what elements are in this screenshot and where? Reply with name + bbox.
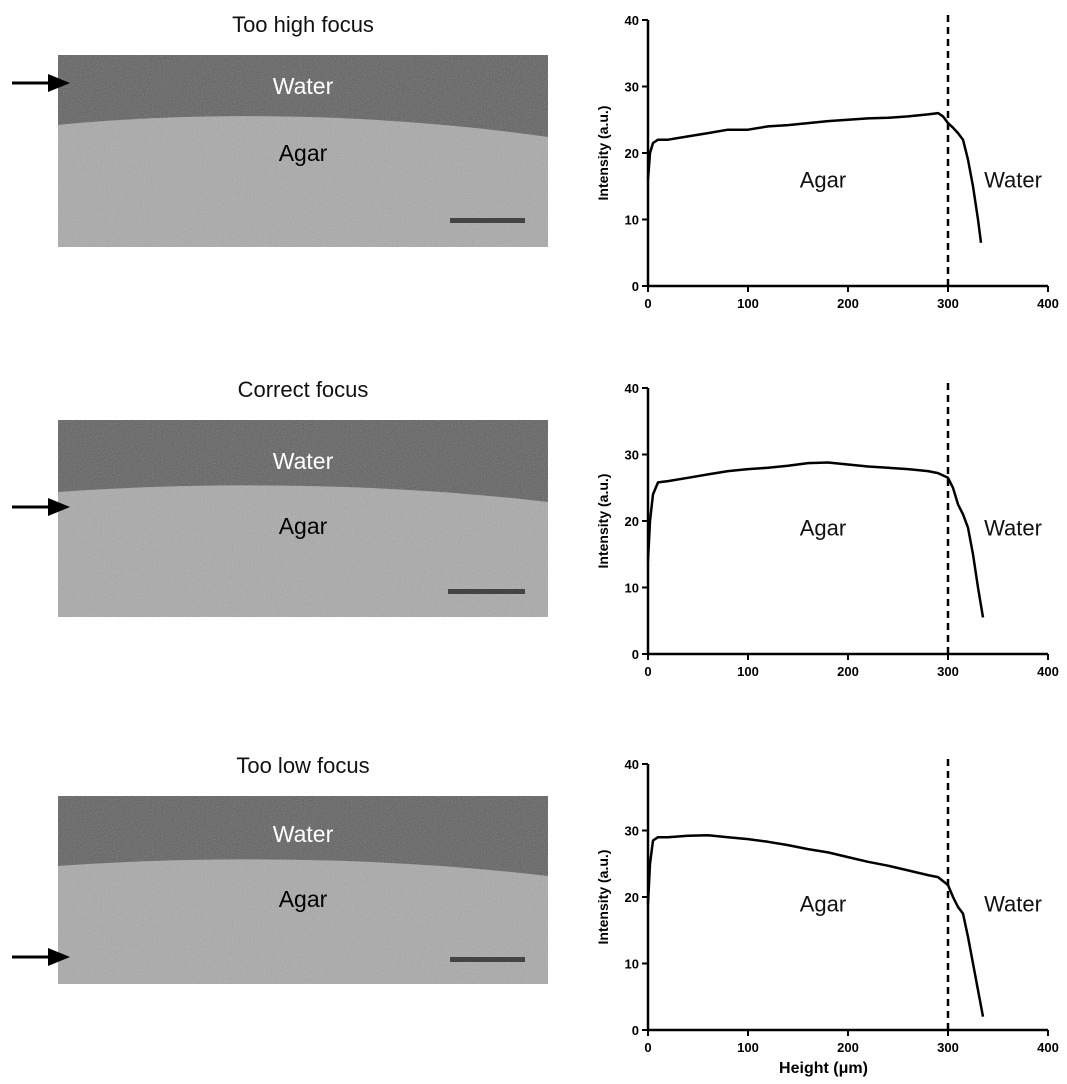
scale-bar xyxy=(450,218,525,223)
y-tick-label: 20 xyxy=(625,514,639,529)
x-tick-label: 300 xyxy=(937,664,959,679)
y-tick-label: 30 xyxy=(625,80,639,95)
y-tick-label: 40 xyxy=(625,13,639,28)
agar-label: Agar xyxy=(278,140,328,166)
x-tick-label: 400 xyxy=(1037,296,1059,311)
y-axis-title: Intensity (a.u.) xyxy=(595,474,611,569)
micrograph-image xyxy=(58,796,548,984)
y-tick-label: 20 xyxy=(625,890,639,905)
intensity-line xyxy=(646,833,985,1017)
y-tick-label: 10 xyxy=(625,957,639,972)
x-tick-label: 100 xyxy=(737,664,759,679)
micrograph-image xyxy=(58,55,548,247)
x-tick-label: 200 xyxy=(837,664,859,679)
x-tick-label: 0 xyxy=(644,664,651,679)
region-annotation: Agar xyxy=(800,892,846,917)
y-tick-label: 0 xyxy=(632,1023,639,1038)
panel-title: Too high focus xyxy=(232,12,374,37)
x-tick-label: 300 xyxy=(937,296,959,311)
panel-title: Correct focus xyxy=(237,377,369,402)
panel-title: Too low focus xyxy=(236,753,370,778)
y-tick-label: 30 xyxy=(625,448,639,463)
x-tick-label: 200 xyxy=(837,296,859,311)
y-tick-label: 10 xyxy=(625,581,639,596)
arrow-icon xyxy=(12,498,70,516)
region-annotation: Agar xyxy=(800,516,846,541)
x-tick-label: 400 xyxy=(1037,664,1059,679)
micrograph-image xyxy=(58,420,548,617)
y-tick-label: 40 xyxy=(625,381,639,396)
region-annotation: Agar xyxy=(800,168,846,193)
region-annotation: Water xyxy=(984,168,1042,193)
y-tick-label: 20 xyxy=(625,146,639,161)
y-tick-label: 10 xyxy=(625,213,639,228)
scale-bar xyxy=(450,957,525,962)
micrograph: Water Agar xyxy=(58,55,548,247)
x-tick-label: 400 xyxy=(1037,1040,1059,1055)
water-label: Water xyxy=(272,821,334,847)
water-label: Water xyxy=(272,448,334,474)
y-tick-label: 0 xyxy=(632,279,639,294)
micrograph: Water Agar xyxy=(58,796,548,984)
intensity-line xyxy=(646,111,983,243)
micrograph: Water Agar xyxy=(58,420,548,617)
row-correct-focus: Correct focus Water Agar 0 10 20 30 40 0 100 20… xyxy=(12,377,1059,679)
row-too-high-focus: Too high focus Water Agar 0 10 20 30 40 0 100 2… xyxy=(0,0,1067,360)
y-tick-label: 40 xyxy=(625,757,639,772)
scale-bar xyxy=(448,589,525,594)
y-axis-title: Intensity (a.u.) xyxy=(595,106,611,201)
x-axis-title: Height (μm) xyxy=(779,1060,868,1077)
y-tick-label: 30 xyxy=(625,824,639,839)
x-tick-label: 100 xyxy=(737,1040,759,1055)
y-axis-title: Intensity (a.u.) xyxy=(595,850,611,945)
arrow-icon xyxy=(12,74,70,92)
y-tick-label: 0 xyxy=(632,647,639,662)
intensity-line xyxy=(646,461,985,618)
x-tick-label: 0 xyxy=(644,1040,651,1055)
arrow-icon xyxy=(12,948,70,966)
region-annotation: Water xyxy=(984,516,1042,541)
x-tick-label: 0 xyxy=(644,296,651,311)
water-label: Water xyxy=(272,73,334,99)
agar-label: Agar xyxy=(278,513,328,539)
region-annotation: Water xyxy=(984,892,1042,917)
agar-label: Agar xyxy=(278,886,328,912)
x-tick-label: 100 xyxy=(737,296,759,311)
x-tick-label: 200 xyxy=(837,1040,859,1055)
x-tick-label: 300 xyxy=(937,1040,959,1055)
